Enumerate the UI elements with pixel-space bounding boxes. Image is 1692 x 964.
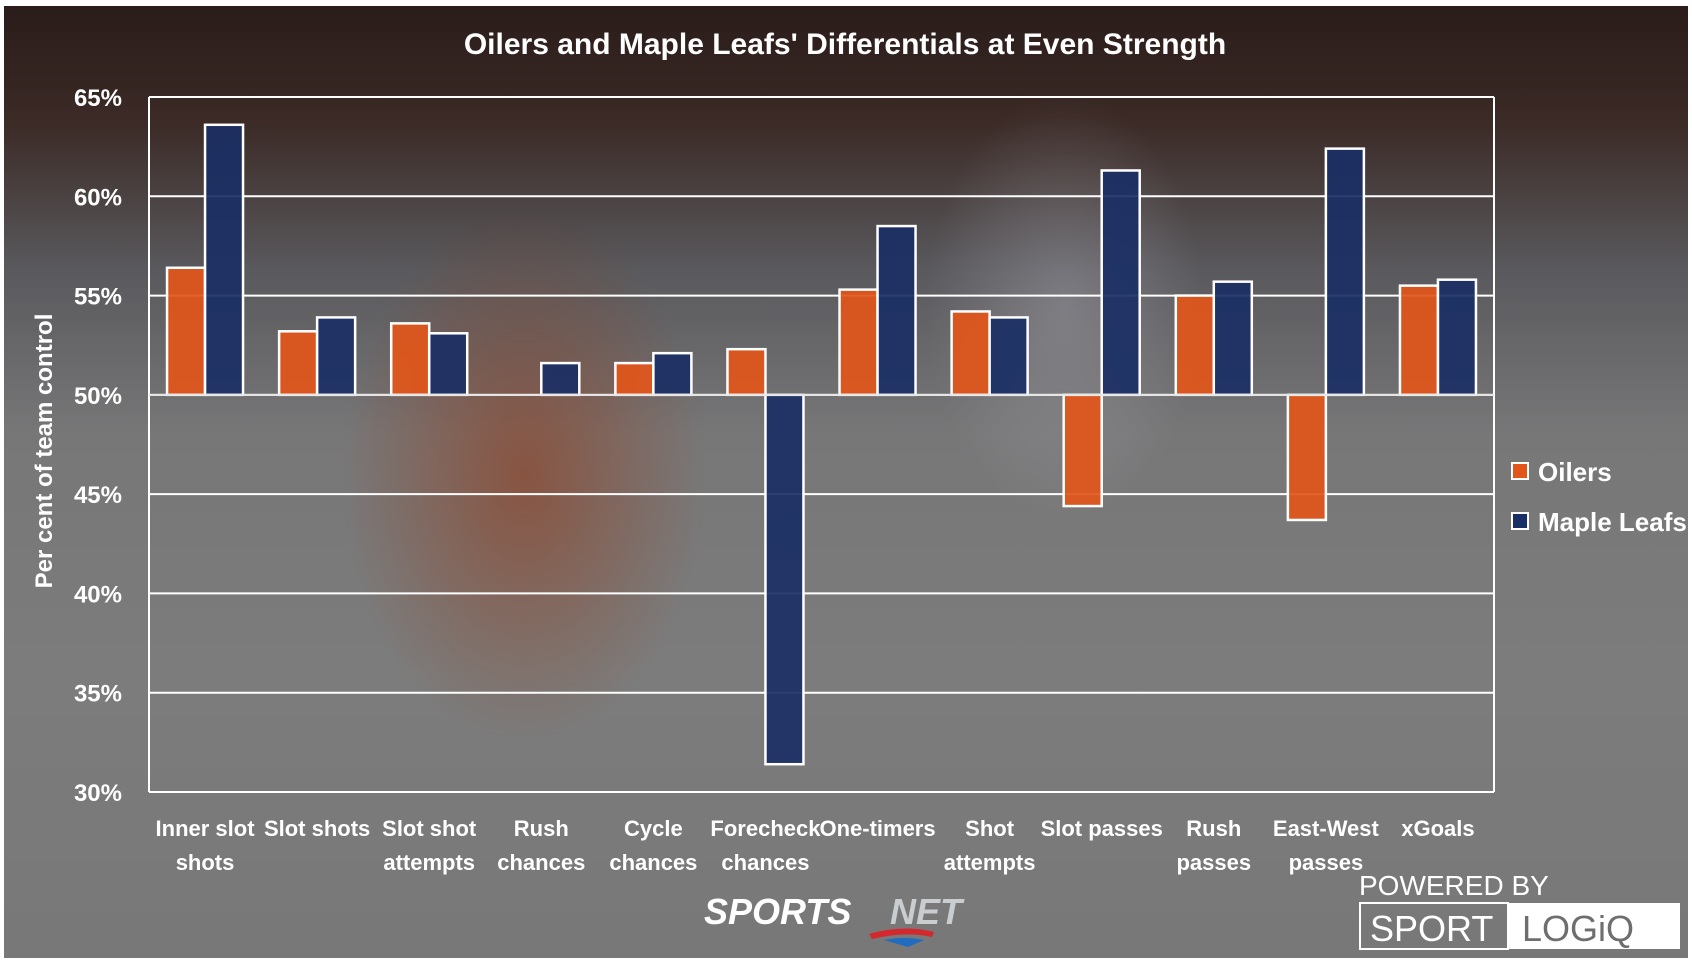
chart-background: Oilers and Maple Leafs' Differentials at… xyxy=(4,6,1688,958)
x-category-label: attempts xyxy=(383,850,475,875)
x-category-label: Forecheck xyxy=(710,816,821,841)
x-category-label: chances xyxy=(609,850,697,875)
legend: Oilers Maple Leafs xyxy=(1511,457,1687,537)
bar-maple-leafs xyxy=(1324,147,1366,397)
logiq-text: LOGiQ xyxy=(1522,908,1634,949)
bar-chart: Oilers and Maple Leafs' Differentials at… xyxy=(31,28,1687,950)
x-category-label: Rush xyxy=(1186,816,1241,841)
x-axis-categories: Inner slot shots Slot shots Slot shot attemp… xyxy=(156,816,1475,875)
y-tick-label: 65% xyxy=(74,85,122,112)
y-tick-label: 60% xyxy=(74,184,122,211)
bar-maple-leafs xyxy=(876,224,917,397)
x-category-label: Rush xyxy=(514,816,569,841)
bar-oilers xyxy=(165,266,207,397)
bars xyxy=(149,123,1494,766)
x-category-label: shots xyxy=(176,850,235,875)
bar-oilers xyxy=(614,361,655,397)
x-category-label: Shot xyxy=(965,816,1015,841)
x-category-label: xGoals xyxy=(1401,816,1474,841)
x-category-label: chances xyxy=(721,850,809,875)
x-category-label: chances xyxy=(497,850,585,875)
bar-maple-leafs xyxy=(764,393,805,766)
x-category-label: Slot passes xyxy=(1041,816,1163,841)
powered-by-text: POWERED BY xyxy=(1359,870,1549,901)
y-tick-label: 45% xyxy=(74,482,122,509)
legend-label: Maple Leafs xyxy=(1538,507,1687,537)
sportlogiq-logo: POWERED BY SPORT LOGiQ xyxy=(1359,870,1680,950)
x-category-label: Slot shot xyxy=(382,816,477,841)
y-axis-label: Per cent of team control xyxy=(31,314,58,589)
bar-oilers xyxy=(277,330,319,397)
y-tick-label: 55% xyxy=(74,284,122,311)
y-tick-label: 50% xyxy=(74,383,122,410)
sportsnet-swoosh-red xyxy=(869,928,934,939)
legend-label: Oilers xyxy=(1538,457,1612,487)
bar-maple-leafs xyxy=(427,332,469,397)
sportsnet-swoosh-blue xyxy=(884,938,924,947)
x-category-label: One-timers xyxy=(819,816,935,841)
bar-maple-leafs xyxy=(315,316,357,397)
y-tick-label: 40% xyxy=(74,581,122,608)
bar-oilers xyxy=(1174,294,1216,397)
bar-oilers xyxy=(389,322,431,397)
bar-maple-leafs xyxy=(652,351,693,397)
legend-swatch xyxy=(1511,512,1529,530)
y-tick-label: 35% xyxy=(74,681,122,708)
chart-title: Oilers and Maple Leafs' Differentials at… xyxy=(464,28,1226,61)
x-category-label: Inner slot xyxy=(156,816,256,841)
bar-maple-leafs xyxy=(988,316,1029,397)
bar-maple-leafs xyxy=(1436,278,1478,397)
x-category-label: Cycle xyxy=(624,816,683,841)
y-tick-label: 30% xyxy=(74,780,122,807)
bar-maple-leafs xyxy=(203,123,245,397)
legend-swatch xyxy=(1511,462,1529,480)
bar-oilers xyxy=(1062,393,1103,508)
bar-maple-leafs xyxy=(540,361,581,397)
x-category-label: Slot shots xyxy=(264,816,370,841)
x-category-label: East-West xyxy=(1273,816,1380,841)
sportsnet-logo-net: NET xyxy=(890,891,965,932)
bar-maple-leafs xyxy=(1212,280,1254,397)
bar-oilers xyxy=(726,347,767,397)
sportsnet-logo: SPORTS NET xyxy=(704,891,965,947)
x-category-label: attempts xyxy=(944,850,1036,875)
bar-oilers xyxy=(838,288,879,397)
x-category-label: passes xyxy=(1176,850,1251,875)
bar-oilers xyxy=(950,310,991,397)
logiq-box xyxy=(1508,903,1680,949)
sportsnet-logo-sports: SPORTS xyxy=(704,891,851,932)
x-category-label: passes xyxy=(1289,850,1364,875)
bar-oilers xyxy=(1398,284,1440,397)
y-axis-ticks: 30% 35% 40% 45% 50% 55% 60% 65% xyxy=(74,85,122,807)
sport-text: SPORT xyxy=(1370,908,1493,949)
bar-maple-leafs xyxy=(1100,169,1141,397)
bar-oilers xyxy=(1286,393,1328,522)
